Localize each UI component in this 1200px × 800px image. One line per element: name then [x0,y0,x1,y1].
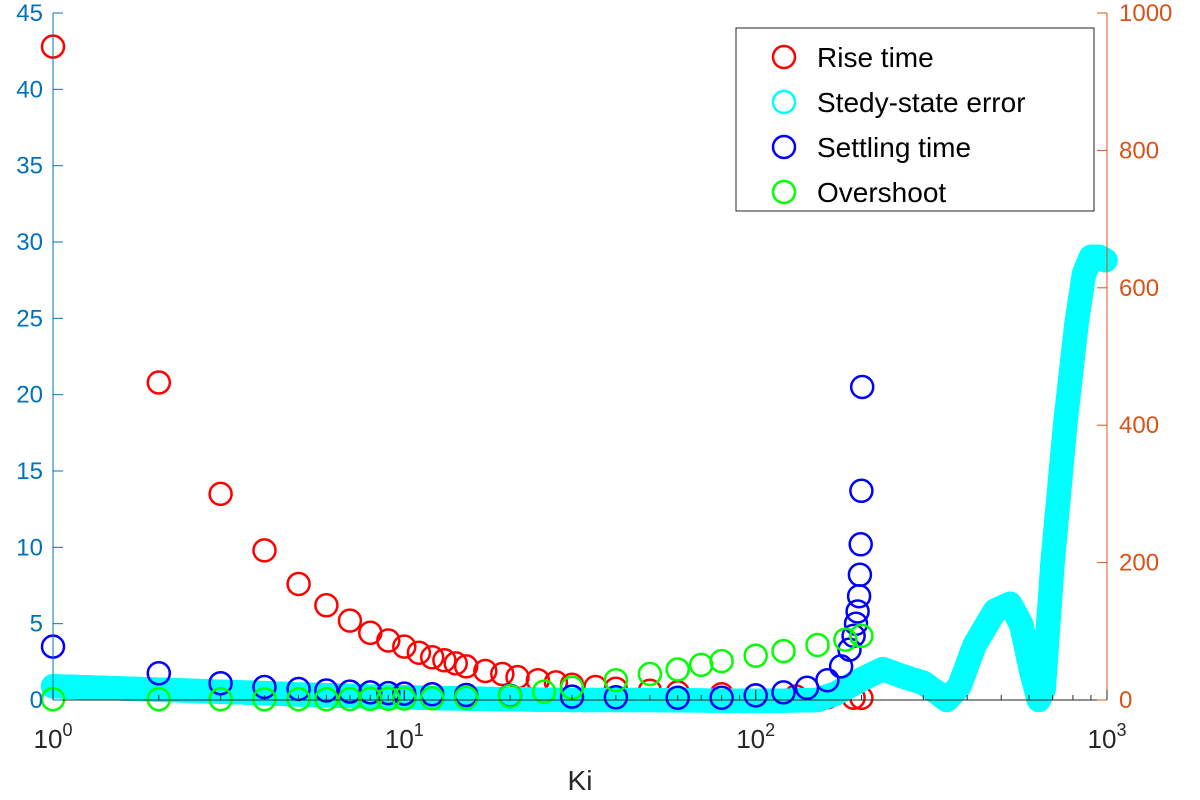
data-point [665,657,690,682]
data-point [805,632,830,658]
data-point [709,685,734,710]
data-point [432,648,457,673]
data-point [847,562,873,588]
y-left-tick-label: 10 [16,534,43,561]
series-overshoot [40,623,874,712]
legend-marker [771,179,797,205]
legend-label: Rise time [817,42,934,73]
data-point [146,661,172,686]
data-point [453,654,479,679]
data-point [846,583,872,609]
x-tick-label: 103 [1088,720,1127,754]
data-point [146,370,172,395]
x-tick-label: 102 [736,720,775,754]
x-tick-exponent: 1 [414,720,424,740]
y-left-tick-label: 40 [16,76,43,103]
data-point [252,538,277,563]
data-point [337,608,363,633]
data-point [743,683,768,708]
data-point [848,532,873,557]
data-point [314,593,339,618]
data-point [453,685,479,710]
y-left-tick-label: 15 [16,458,43,485]
data-point [406,640,432,665]
data-point [559,684,585,709]
y-right-tick-label: 1000 [1119,0,1172,27]
data-point [828,654,854,679]
legend: Rise time Stedy-state error Settling time O… [735,27,1095,212]
y-left-tick-label: 35 [16,153,43,180]
y-left-tick-label: 20 [16,382,43,409]
data-point [376,686,401,712]
x-tick-base: 10 [1088,724,1117,754]
x-tick-label: 100 [34,720,73,754]
legend-label: Settling time [817,132,971,163]
x-tick-base: 10 [385,724,414,754]
x-tick-exponent: 0 [62,720,72,740]
data-point [771,638,796,664]
data-point [603,685,629,710]
y-left-tick-label: 25 [16,305,43,332]
data-point [208,670,233,696]
y-right-tick-label: 200 [1119,550,1159,577]
data-point [419,685,445,711]
data-point [833,627,858,652]
data-point [252,686,277,712]
y-right-tick-label: 600 [1119,275,1159,302]
data-point [637,661,663,687]
data-point [337,686,363,712]
data-point [531,679,557,704]
data-point [286,571,311,597]
data-point [688,652,714,678]
y-left-tick-label: 0 [30,687,43,714]
data-point [473,658,498,684]
x-tick-base: 10 [736,724,765,754]
legend-label: Stedy-state error [817,87,1026,118]
data-point [208,686,233,712]
data-point [376,628,401,653]
x-tick-base: 10 [34,724,63,754]
data-point [490,661,515,687]
data-point [743,643,768,668]
data-point [709,648,734,674]
series-stedy-state-error [40,244,1118,713]
data-point [849,478,874,504]
x-tick-exponent: 2 [765,720,775,740]
x-axis-label: Ki [568,765,593,796]
data-point [497,683,523,709]
data-point [603,667,629,693]
legend-marker [771,134,797,160]
data-point [314,678,339,703]
data-point [815,667,840,693]
data-point [392,686,417,711]
y-right-tick-label: 800 [1119,137,1159,164]
data-point [665,685,690,710]
data-point [208,481,233,507]
data-point [358,686,383,712]
data-point [392,634,417,659]
data-point [314,686,339,712]
data-point [419,645,445,670]
data-point [849,374,875,400]
data-point [845,599,870,624]
legend-label: Overshoot [817,177,946,208]
legend-marker [771,44,797,70]
x-tick-label: 101 [385,720,424,754]
data-point [443,651,468,676]
data-point [849,623,874,649]
legend-marker [771,89,797,115]
y-left-tick-label: 30 [16,229,43,256]
data-point [1093,248,1118,273]
data-point [771,680,796,705]
y-right-tick-label: 400 [1119,412,1159,439]
data-point [376,680,401,706]
y-left-tick-label: 5 [30,611,43,638]
y-right-tick-label: 0 [1119,687,1132,714]
x-tick-exponent: 3 [1116,720,1126,740]
y-left-tick-label: 45 [16,0,43,27]
data-point [286,686,311,712]
data-point [146,686,172,712]
